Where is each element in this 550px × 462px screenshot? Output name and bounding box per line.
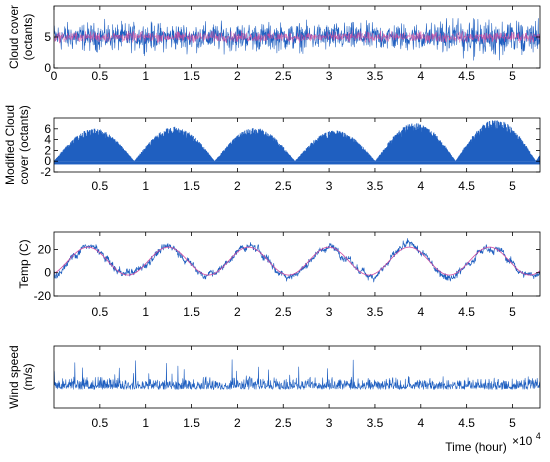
x-axis-multiplier-exponent: 4	[536, 431, 541, 441]
x-tick-label: 5	[509, 305, 516, 319]
y-tick-label: 0	[44, 154, 51, 168]
x-tick-label: 3	[326, 305, 333, 319]
x-tick-label: 2.5	[275, 416, 292, 430]
x-tick-label: 2	[234, 179, 241, 193]
axes-frame	[53, 117, 541, 173]
temperature-seasonal-line	[54, 246, 540, 276]
plot-area	[54, 18, 540, 61]
y-tick-label: 4	[44, 133, 51, 147]
x-tick-label: 2	[234, 305, 241, 319]
x-tick-label: 3.5	[367, 69, 384, 83]
modified-cloud-cover-line	[54, 120, 540, 162]
x-tick-label: 4.5	[458, 416, 475, 430]
x-tick-label: 1	[142, 305, 149, 319]
x-tick-label: 1	[142, 179, 149, 193]
x-tick-label: 4	[417, 305, 424, 319]
x-tick-label: 3	[326, 179, 333, 193]
x-tick-label: 4.5	[458, 179, 475, 193]
cloud-cover-mean-line	[54, 30, 540, 44]
x-tick-label: 1	[142, 69, 149, 83]
x-tick-label: 1.5	[183, 69, 200, 83]
x-tick-label: 0.5	[92, 416, 109, 430]
x-tick-label: 2.5	[275, 69, 292, 83]
x-tick-label: 0.5	[92, 179, 109, 193]
x-tick-label: 2	[234, 69, 241, 83]
x-tick-label: 2.5	[275, 305, 292, 319]
x-tick-label: 3.5	[367, 179, 384, 193]
axes-frame	[53, 345, 541, 409]
x-tick-label: 3.5	[367, 416, 384, 430]
x-tick-label: 4.5	[458, 305, 475, 319]
x-tick-label: 3.5	[367, 305, 384, 319]
x-tick-label: 1.5	[183, 416, 200, 430]
y-tick-label: 20	[38, 242, 52, 256]
x-tick-label: 3	[326, 416, 333, 430]
cloud-cover-panel: 0 0.5 1 1.5 2 2.5 3 3.5 4 4.5 5 0 5 Cloud cover (octan…	[7, 5, 541, 83]
y-axis-label: cover (octants)	[17, 105, 31, 184]
y-axis-label: (octants)	[21, 14, 35, 61]
x-tick-label: 5	[509, 179, 516, 193]
y-axis-label: Cloud cover	[7, 5, 21, 69]
y-axis-label: Modified Cloud	[3, 105, 17, 185]
x-axis-multiplier-base: ×10	[512, 434, 533, 448]
x-tick-label: 0.5	[92, 69, 109, 83]
y-tick-label: -2	[40, 165, 51, 179]
x-tick-label: 2	[234, 416, 241, 430]
wind-speed-line	[54, 359, 540, 390]
x-tick-label: 1	[142, 416, 149, 430]
y-tick-label: 2	[44, 143, 51, 157]
y-tick-label: 5	[44, 30, 51, 44]
x-tick-label: 0	[51, 69, 58, 83]
x-tick-label: 4	[417, 69, 424, 83]
modified-cloud-cover-baseline-band	[54, 161, 540, 165]
plot-area	[54, 238, 540, 283]
x-tick-label: 4	[417, 416, 424, 430]
temperature-panel: 0.5 1 1.5 2 2.5 3 3.5 4 4.5 5 -20 0 20 Temp (C)	[17, 231, 541, 319]
x-tick-label: 1.5	[183, 179, 200, 193]
x-tick-label: 2.5	[275, 179, 292, 193]
x-tick-label: 0.5	[92, 305, 109, 319]
x-tick-label: 3	[326, 69, 333, 83]
plot-area	[54, 359, 540, 390]
plot-area	[54, 120, 540, 165]
y-tick-label: -20	[34, 289, 52, 303]
y-tick-label: 0	[44, 61, 51, 75]
x-tick-label: 4	[417, 179, 424, 193]
axes-frame	[53, 231, 541, 297]
y-axis-label: Temp (C)	[17, 239, 31, 288]
y-axis-label: (m/s)	[21, 363, 35, 390]
x-tick-label: 1.5	[183, 305, 200, 319]
temperature-line	[54, 238, 540, 283]
x-tick-label: 4.5	[458, 69, 475, 83]
wind-speed-panel: 0.5 1 1.5 2 2.5 3 3.5 4 4.5 5 Wind speed (m/s)	[7, 345, 541, 430]
x-tick-label: 5	[509, 69, 516, 83]
x-axis-multiplier: ×10 4	[512, 431, 541, 448]
y-tick-label: 0	[44, 266, 51, 280]
y-axis-label: Wind speed	[7, 345, 21, 408]
x-tick-label: 5	[509, 416, 516, 430]
x-axis-label: Time (hour)	[445, 440, 507, 454]
y-tick-label: 6	[44, 122, 51, 136]
